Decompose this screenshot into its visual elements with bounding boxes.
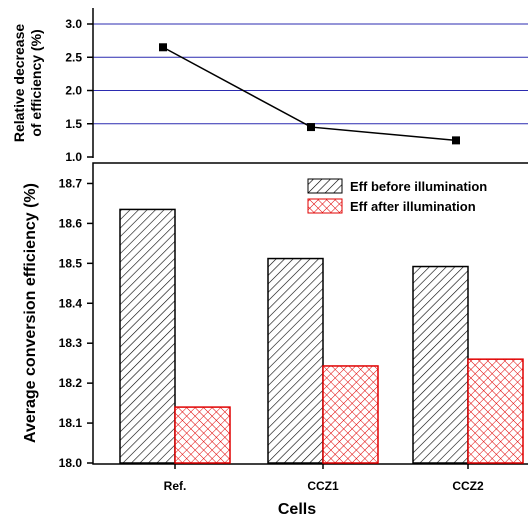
top-gridlines bbox=[93, 23, 528, 125]
top-y-axis-title-line2: of efficiency (%) bbox=[28, 29, 44, 136]
top-y-tick-label: 1.0 bbox=[65, 150, 82, 164]
legend: Eff before illumination Eff after illumi… bbox=[307, 178, 487, 214]
top-plot-frame bbox=[93, 8, 528, 158]
top-y-tick-label: 1.5 bbox=[65, 117, 82, 131]
bottom-y-ticks: 18.0 18.1 18.2 18.3 18.4 18.5 18.6 18.7 bbox=[59, 176, 93, 470]
bottom-x-tick-label: CCZ1 bbox=[307, 479, 339, 493]
bottom-x-tick-label: Ref. bbox=[164, 479, 187, 493]
bar-after-illumination bbox=[174, 406, 231, 464]
bottom-plot-frame bbox=[92, 162, 528, 465]
legend-label-after: Eff after illumination bbox=[350, 199, 476, 214]
bottom-y-tick-label: 18.2 bbox=[59, 376, 83, 390]
top-y-ticks: 1.0 1.5 2.0 2.5 3.0 bbox=[65, 17, 93, 164]
bottom-x-tick-label: CCZ2 bbox=[452, 479, 484, 493]
top-y-tick-label: 2.0 bbox=[65, 84, 82, 98]
bottom-panel: 18.0 18.1 18.2 18.3 18.4 18.5 18.6 18.7 Ref. CCZ… bbox=[22, 162, 528, 518]
bar-after-illumination bbox=[467, 358, 524, 464]
legend-swatch-after bbox=[307, 198, 343, 214]
bottom-y-tick-label: 18.6 bbox=[59, 216, 83, 230]
top-y-tick-label: 3.0 bbox=[65, 17, 82, 31]
bottom-x-axis-title: Cells bbox=[278, 501, 316, 518]
bottom-y-tick-label: 18.5 bbox=[59, 256, 83, 270]
bottom-bars bbox=[119, 208, 524, 464]
bar-before-illumination bbox=[119, 208, 176, 464]
top-y-tick-label: 2.5 bbox=[65, 50, 82, 64]
top-data-point bbox=[452, 136, 460, 145]
bottom-y-tick-label: 18.3 bbox=[59, 336, 83, 350]
bar-before-illumination bbox=[412, 265, 469, 464]
top-line-series bbox=[159, 43, 460, 145]
bottom-x-ticks: Ref. CCZ1 CCZ2 bbox=[164, 464, 484, 493]
bar-after-illumination bbox=[322, 365, 379, 464]
top-panel: 1.0 1.5 2.0 2.5 3.0 Relative decrease of eff… bbox=[11, 8, 528, 164]
bottom-y-tick-label: 18.0 bbox=[59, 456, 83, 470]
bar-before-illumination bbox=[267, 257, 324, 464]
top-data-point bbox=[307, 123, 315, 132]
bottom-y-tick-label: 18.4 bbox=[59, 296, 83, 310]
top-data-point bbox=[159, 43, 167, 52]
top-y-axis-title-line1: Relative decrease bbox=[11, 24, 27, 143]
bottom-y-tick-label: 18.1 bbox=[59, 416, 83, 430]
bottom-y-tick-label: 18.7 bbox=[59, 176, 83, 190]
legend-label-before: Eff before illumination bbox=[350, 179, 487, 194]
bottom-y-axis-title: Average conversion efficiency (%) bbox=[22, 183, 39, 443]
legend-swatch-before bbox=[307, 178, 343, 194]
